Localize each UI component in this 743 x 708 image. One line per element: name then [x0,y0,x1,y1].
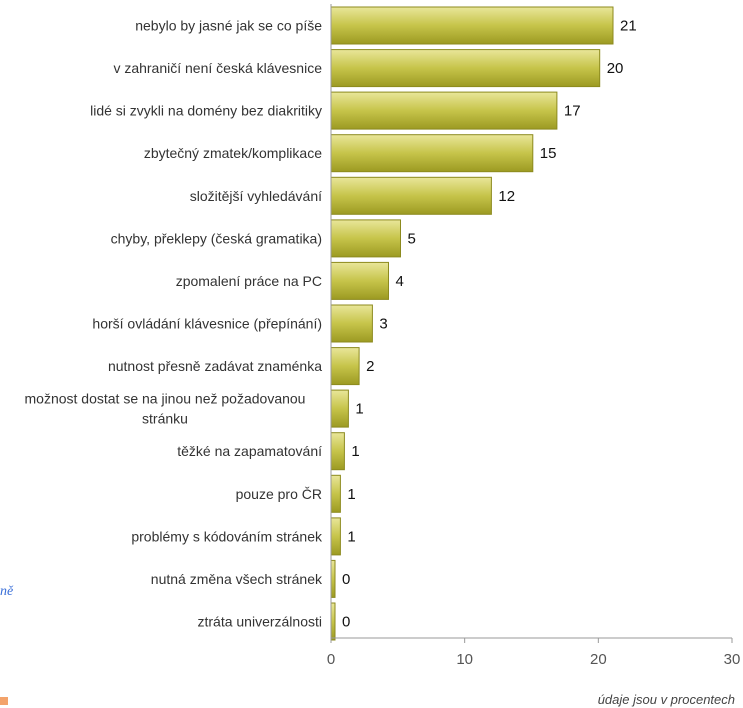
cropped-edge-text: ně [0,584,14,599]
category-label: těžké na zapamatování [177,443,322,459]
category-label-line: nutnost přesně zadávat znaménka [108,358,322,374]
value-label: 3 [379,316,387,333]
value-label: 15 [540,145,557,162]
value-label: 2 [366,358,374,375]
bar [330,219,401,258]
category-label: zpomalení práce na PC [176,273,322,289]
value-label: 20 [607,60,624,77]
value-label: 21 [620,18,637,35]
category-label: pouze pro ČR [236,486,322,502]
category-label: složitější vyhledávání [190,188,322,204]
category-label: problémy s kódováním stránek [131,528,323,544]
x-tick-label: 10 [456,651,473,668]
value-label: 12 [498,188,515,205]
value-label: 1 [347,486,355,503]
x-tick-label: 0 [327,651,335,668]
bars [330,6,614,641]
category-label: v zahraničí není česká klávesnice [113,60,322,76]
category-label-line: nutná změna všech stránek [151,571,323,587]
category-label-line: zbytečný zmatek/komplikace [144,145,322,161]
category-label-line: možnost dostat se na jinou než požadovan… [25,391,306,407]
bar [330,134,534,173]
category-label-line: stránku [142,411,188,427]
bar [330,176,492,215]
category-labels: nebylo by jasné jak se co píše v zahranič… [25,18,323,630]
value-label: 1 [355,401,363,418]
footnote-units: údaje jsou v procentech [597,692,735,707]
bar [330,261,389,300]
bar [330,517,341,556]
category-label-line: zpomalení práce na PC [176,273,322,289]
category-label-line: pouze pro ČR [236,486,322,502]
bar [330,602,336,641]
category-label: nebylo by jasné jak se co píše [135,18,322,34]
x-axis: 0 10 20 30 [327,4,741,668]
category-label-line: problémy s kódováním stránek [131,528,323,544]
value-label: 4 [396,273,404,290]
category-label: chyby, překlepy (česká gramatika) [111,230,322,246]
value-label: 1 [347,528,355,545]
bar [330,304,373,343]
bar [330,6,614,45]
bar [330,91,558,130]
category-label: nutná změna všech stránek [151,571,323,587]
category-label-line: chyby, překlepy (česká gramatika) [111,230,322,246]
bar [330,474,341,513]
x-tick-label: 30 [724,651,741,668]
category-label: nutnost přesně zadávat znaménka [108,358,322,374]
category-label-line: těžké na zapamatování [177,443,322,459]
category-label-line: horší ovládání klávesnice (přepínání) [92,316,322,332]
bar [330,49,601,88]
value-label: 0 [342,571,350,588]
bar [330,432,345,471]
bar [330,559,336,598]
category-label-line: v zahraničí není česká klávesnice [113,60,322,76]
value-label: 0 [342,614,350,631]
category-label-line: nebylo by jasné jak se co píše [135,18,322,34]
bar [330,347,360,386]
value-label: 1 [351,443,359,460]
category-label: zbytečný zmatek/komplikace [144,145,322,161]
category-label: horší ovládání klávesnice (přepínání) [92,316,322,332]
value-label: 17 [564,103,581,120]
category-label: možnost dostat se na jinou než požadovan… [25,391,306,427]
value-label: 5 [408,230,416,247]
x-tick-label: 20 [590,651,607,668]
orange-marker [0,697,8,705]
category-label-line: lidé si zvykli na domény bez diakritiky [90,103,322,119]
category-label: ztráta univerzálnosti [197,614,322,630]
bar [330,389,349,428]
category-label: lidé si zvykli na domény bez diakritiky [90,103,322,119]
category-label-line: ztráta univerzálnosti [197,614,322,630]
category-label-line: složitější vyhledávání [190,188,322,204]
